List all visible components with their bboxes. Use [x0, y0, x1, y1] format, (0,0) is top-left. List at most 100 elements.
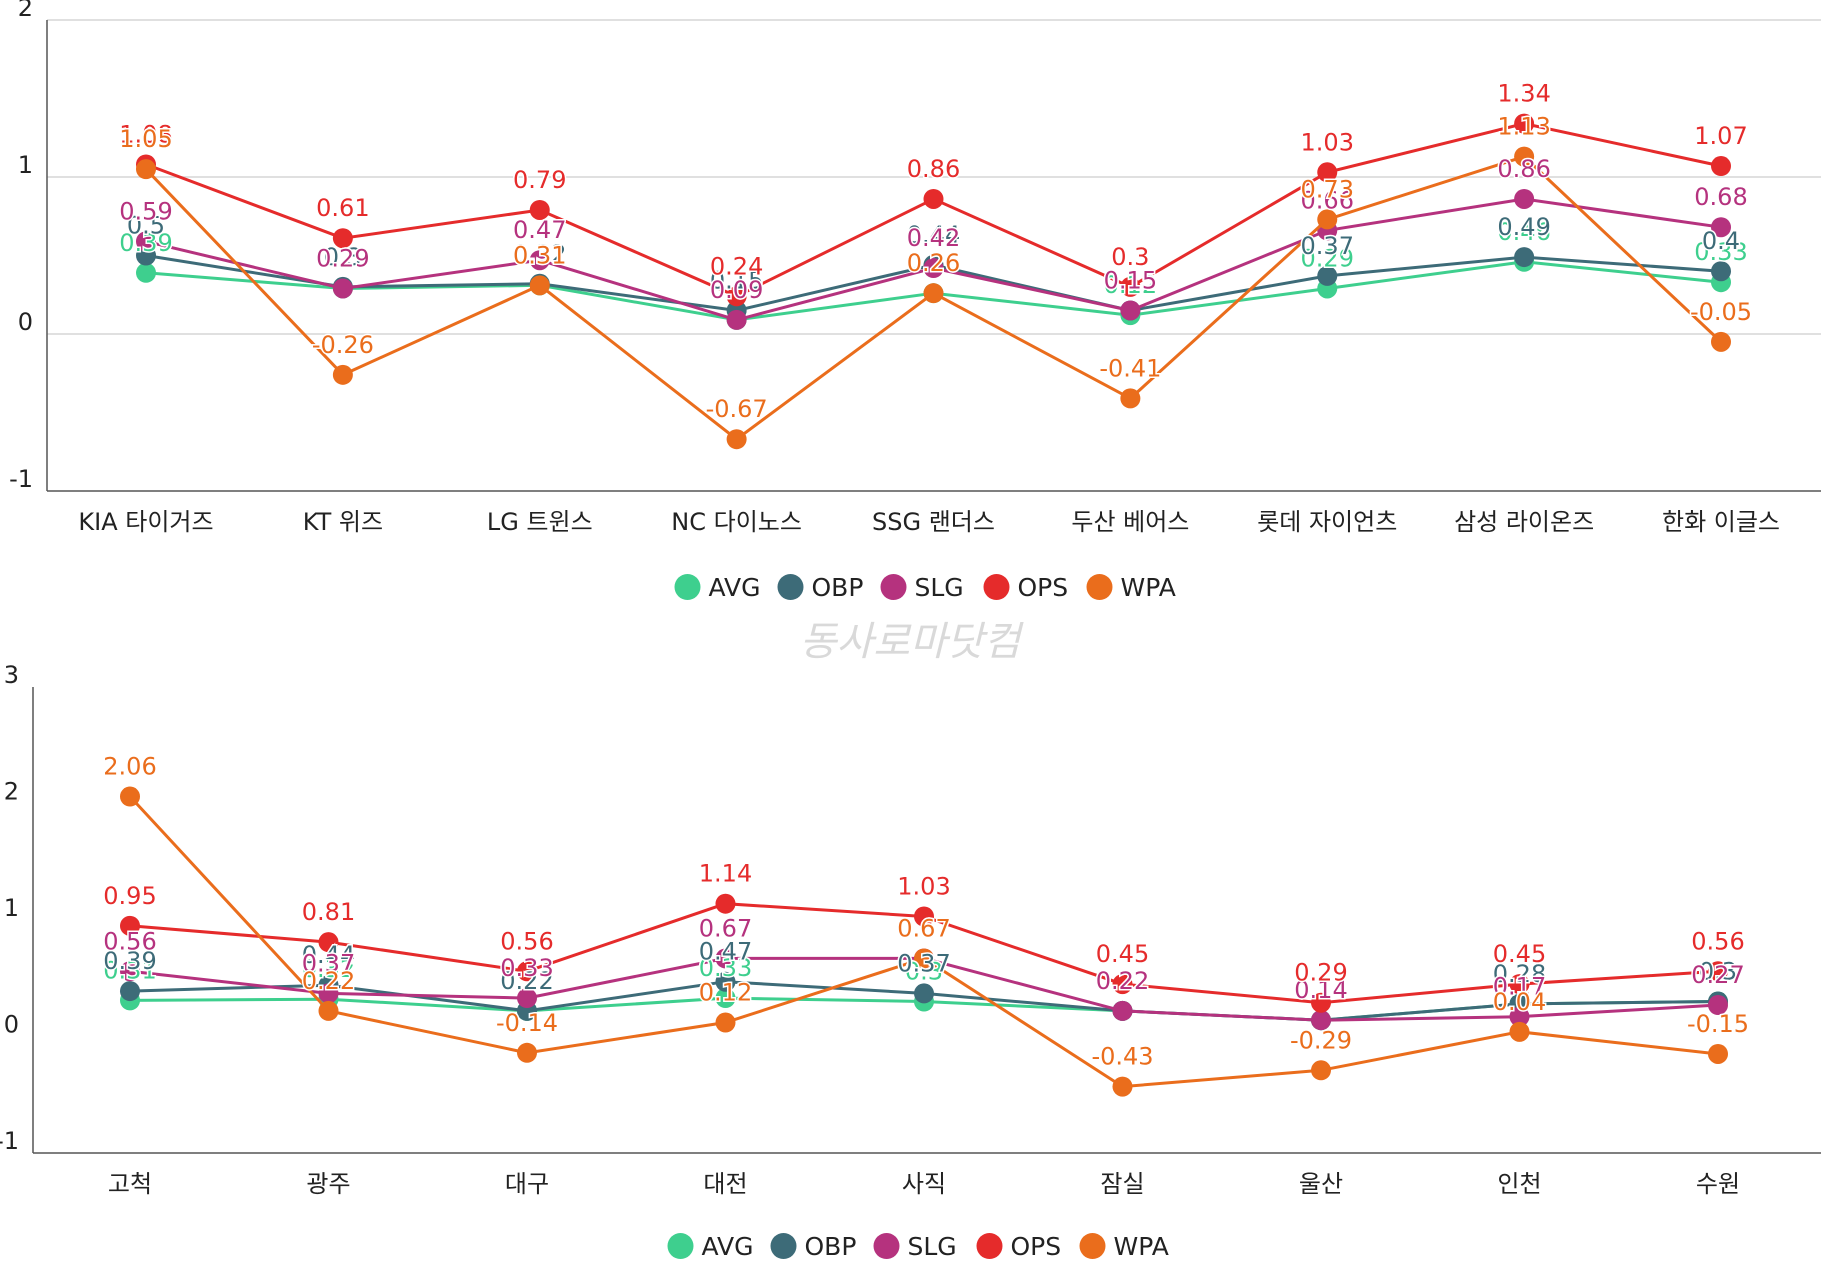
data-label: -0.14 — [496, 1009, 558, 1037]
data-point[interactable] — [529, 199, 550, 220]
data-label: 0.39 — [119, 229, 172, 257]
data-point[interactable] — [1120, 276, 1141, 297]
legend-item-wpa[interactable]: WPA — [1086, 573, 1176, 602]
data-label: 0.12 — [699, 979, 752, 1007]
data-point[interactable] — [120, 915, 140, 936]
data-point[interactable] — [529, 275, 550, 296]
data-point[interactable] — [914, 948, 934, 969]
data-label: 0.47 — [513, 216, 566, 244]
legend-item-slg[interactable]: SLG — [873, 1232, 957, 1261]
data-point[interactable] — [1112, 1076, 1133, 1097]
data-point[interactable] — [318, 983, 339, 1004]
legend-item-avg[interactable]: AVG — [667, 1232, 754, 1261]
data-point[interactable] — [1514, 113, 1535, 134]
data-point[interactable] — [120, 981, 140, 1002]
data-point[interactable] — [1708, 1043, 1728, 1064]
data-point[interactable] — [1112, 974, 1133, 995]
data-point[interactable] — [923, 188, 944, 209]
data-point[interactable] — [517, 961, 537, 982]
data-point[interactable] — [120, 786, 140, 807]
series-ops — [120, 893, 1728, 1013]
data-point[interactable] — [1711, 261, 1731, 282]
data-point[interactable] — [1311, 1010, 1331, 1031]
data-point[interactable] — [332, 364, 353, 385]
legend-label: OPS — [1018, 573, 1069, 602]
data-label: 0.56 — [1691, 927, 1744, 955]
data-point[interactable] — [136, 159, 156, 180]
legend-item-slg[interactable]: SLG — [880, 573, 964, 602]
data-point[interactable] — [715, 971, 736, 992]
data-point[interactable] — [517, 988, 537, 1009]
data-point[interactable] — [1317, 162, 1338, 183]
labels-ops: 0.95 0.81 0.56 1.14 1.03 0.45 0.29 0.45 0.56 — [102, 858, 1746, 988]
data-point[interactable] — [726, 429, 747, 450]
data-label: 0.56 — [103, 927, 156, 955]
data-label: 0.32 — [513, 240, 566, 268]
data-point[interactable] — [1120, 388, 1141, 409]
data-point[interactable] — [914, 983, 934, 1004]
data-point[interactable] — [1317, 265, 1338, 286]
data-point[interactable] — [715, 1012, 736, 1033]
x-category-label: 고척 — [108, 1170, 152, 1198]
data-point[interactable] — [136, 231, 156, 252]
data-point[interactable] — [923, 258, 944, 279]
data-label: 0.3 — [1111, 243, 1149, 271]
data-point[interactable] — [120, 961, 140, 982]
legend: AVG OBP SLG OPS WPA — [667, 1232, 1169, 1261]
legend-item-wpa[interactable]: WPA — [1079, 1232, 1169, 1261]
data-point[interactable] — [914, 906, 934, 927]
data-label: 1.14 — [699, 860, 752, 888]
data-point[interactable] — [529, 250, 550, 271]
legend-item-ops[interactable]: OPS — [976, 1232, 1062, 1261]
data-label: 0.29 — [316, 244, 369, 272]
data-point[interactable] — [715, 893, 736, 914]
legend-item-avg[interactable]: AVG — [674, 573, 761, 602]
data-point[interactable] — [1317, 209, 1338, 230]
data-point[interactable] — [1514, 146, 1535, 167]
legend-marker — [667, 1233, 694, 1259]
data-point[interactable] — [1509, 1021, 1530, 1042]
legend-label: OBP — [812, 573, 864, 602]
data-point[interactable] — [726, 286, 747, 307]
legend-label: SLG — [908, 1232, 957, 1261]
data-point[interactable] — [923, 283, 944, 304]
labels-obp: 0.39 0.440.220.47 0.370.22 0.140.28 0.3 — [102, 936, 1739, 1005]
data-point[interactable] — [517, 1042, 537, 1063]
data-point[interactable] — [1514, 247, 1535, 268]
data-point[interactable] — [1514, 188, 1535, 209]
legend-marker — [1086, 574, 1113, 600]
data-point[interactable] — [332, 278, 353, 299]
data-point[interactable] — [136, 262, 156, 283]
data-label: 0.29 — [316, 244, 369, 272]
data-point[interactable] — [1120, 300, 1141, 321]
x-category-label: 삼성 라이온즈 — [1454, 508, 1594, 536]
data-point[interactable] — [1509, 974, 1530, 995]
data-label: 0.44 — [907, 221, 960, 249]
legend-item-obp[interactable]: OBP — [770, 1232, 857, 1261]
data-point[interactable] — [1311, 992, 1331, 1013]
data-label: 0.04 — [1493, 988, 1546, 1016]
data-point[interactable] — [1112, 1000, 1133, 1021]
data-point[interactable] — [726, 309, 747, 330]
data-point[interactable] — [1711, 217, 1731, 238]
data-point[interactable] — [318, 1000, 339, 1021]
x-category-label: NC 다이노스 — [671, 508, 802, 536]
data-point[interactable] — [318, 932, 339, 953]
data-point[interactable] — [1711, 156, 1731, 177]
data-point[interactable] — [332, 228, 353, 249]
data-point[interactable] — [715, 988, 736, 1009]
legend-item-ops[interactable]: OPS — [983, 573, 1069, 602]
x-category-label: 두산 베어스 — [1071, 508, 1189, 536]
data-label: 0.37 — [897, 949, 950, 977]
data-label: 0.26 — [907, 249, 960, 277]
data-point[interactable] — [1708, 961, 1728, 982]
x-category-label: 한화 이글스 — [1662, 508, 1780, 536]
data-point[interactable] — [1509, 1006, 1530, 1027]
data-point[interactable] — [1711, 331, 1731, 352]
data-point[interactable] — [1311, 1060, 1331, 1081]
legend-item-obp[interactable]: OBP — [777, 573, 864, 602]
data-point[interactable] — [1708, 995, 1728, 1016]
data-label: 0.42 — [907, 224, 960, 252]
data-point[interactable] — [136, 245, 156, 266]
data-point[interactable] — [715, 948, 736, 969]
